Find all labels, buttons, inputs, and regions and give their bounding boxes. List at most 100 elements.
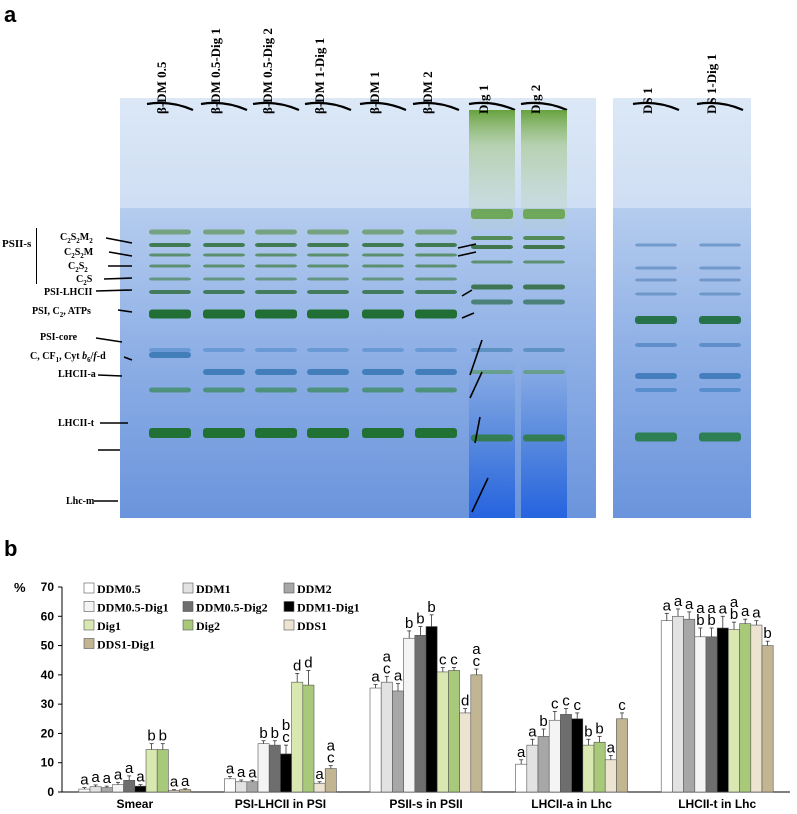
significance-letter: d [304, 654, 312, 671]
gel-band [523, 284, 565, 290]
gel-band [415, 348, 457, 352]
gel-band [255, 428, 297, 438]
band-pointer [95, 289, 133, 292]
bar [291, 681, 304, 793]
bar [593, 741, 606, 793]
gel-band [203, 243, 245, 247]
gel-band [149, 387, 191, 393]
gel-band [203, 348, 245, 352]
bar [145, 749, 158, 793]
gel-band [415, 428, 457, 438]
bar [380, 681, 393, 793]
band-pointer [117, 309, 133, 313]
gel-band [203, 428, 245, 438]
band-label-psi-lhcii: PSI-LHCII [44, 287, 93, 298]
gel-band [307, 369, 349, 375]
significance-letter: a [226, 760, 235, 777]
significance-letter: c [562, 693, 570, 710]
bar [616, 718, 628, 793]
y-tick-label: 10 [41, 756, 55, 770]
gel-band [307, 277, 349, 281]
gel-band [415, 264, 457, 268]
y-tick-label: 20 [41, 726, 55, 740]
gel-band [635, 243, 677, 247]
legend-swatch [83, 619, 95, 631]
band-pointer [471, 477, 489, 513]
gel-well [632, 101, 680, 112]
gel-band [635, 373, 677, 379]
gel-band [699, 373, 741, 379]
gel-band [307, 253, 349, 257]
gel-band [203, 309, 245, 319]
bar [89, 786, 102, 793]
bar [392, 690, 404, 793]
significance-letter: a [327, 738, 336, 755]
gel-band [635, 343, 677, 347]
x-category-label: PSII-s in PSII [389, 797, 462, 811]
y-tick-label: 40 [41, 668, 55, 682]
x-category-label: LHCII-a in Lhc [531, 797, 612, 811]
bar [728, 629, 740, 793]
gel-band [255, 253, 297, 257]
gel-band [415, 277, 457, 281]
x-category-label: PSI-LHCII in PSI [235, 797, 326, 811]
significance-letter: b [707, 612, 715, 629]
gel-band [149, 348, 191, 352]
band-pointer [469, 371, 483, 399]
gel-band [362, 348, 404, 352]
band-label-c2s: C2S [76, 274, 93, 287]
band-pointer [105, 237, 133, 244]
gel-band [635, 292, 677, 296]
gel-band [415, 309, 457, 319]
gel-band [471, 209, 513, 219]
gel-band [415, 243, 457, 247]
bar [168, 790, 180, 793]
gel-band [362, 309, 404, 319]
gel-band [699, 243, 741, 247]
gel-band [203, 290, 245, 294]
gel-band [255, 290, 297, 294]
significance-letter: a [91, 769, 100, 786]
gel-band [415, 229, 457, 235]
gel-band [699, 266, 741, 270]
gel-band [307, 243, 349, 247]
legend-label: Dig2 [196, 619, 220, 633]
gel-well [304, 101, 352, 112]
gel-well [359, 101, 407, 112]
gel-band [523, 236, 565, 240]
bar [660, 620, 673, 793]
significance-letter: b [584, 723, 592, 740]
gel-band [255, 309, 297, 319]
gel-well [520, 101, 568, 112]
bar [257, 743, 270, 793]
band-pointer [108, 251, 133, 257]
gel-well [696, 101, 744, 112]
panel-b-label: b [4, 536, 18, 561]
gel-well [146, 101, 194, 112]
significance-letter: a [136, 769, 145, 786]
gel-band [255, 369, 297, 375]
significance-letter: d [293, 657, 301, 674]
significance-letter: a [741, 603, 750, 620]
gel-band [362, 369, 404, 375]
bar [683, 618, 696, 793]
significance-letter: a [607, 739, 616, 756]
band-label-c2s2m2: C2S2M2 [60, 232, 93, 245]
gel-band [415, 387, 457, 393]
legend-label: DDM0.5-Dig2 [196, 601, 268, 615]
significance-letter: a [181, 773, 190, 790]
significance-letter: b [730, 606, 738, 623]
band-pointer [97, 374, 123, 377]
gel-band [471, 284, 513, 290]
legend-swatch [283, 582, 295, 594]
legend-label: Dig1 [97, 619, 121, 633]
gel-band [255, 348, 297, 352]
significance-letter: c [327, 750, 335, 767]
significance-letter: a [237, 764, 246, 781]
bar [571, 718, 584, 793]
legend-swatch [283, 601, 295, 612]
significance-letter: a [696, 600, 705, 617]
band-pointer [457, 251, 477, 257]
band-pointer [469, 339, 483, 376]
